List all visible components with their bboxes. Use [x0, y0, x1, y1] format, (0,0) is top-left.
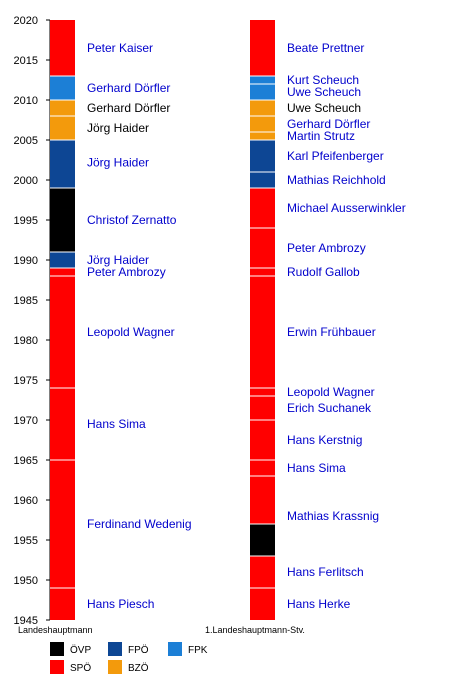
y-tick-label: 1955: [14, 535, 38, 547]
office-holder-name: Hans Sima: [87, 417, 146, 431]
office-holder-name: Peter Kaiser: [87, 41, 153, 55]
party-segment: [250, 132, 275, 140]
office-holder-name: Jörg Haider: [87, 155, 149, 169]
party-segment: [250, 228, 275, 268]
party-segment: [50, 20, 75, 76]
office-holder-name: Beate Prettner: [287, 41, 364, 55]
y-tick-label: 2005: [14, 135, 38, 147]
legend-label: ÖVP: [70, 644, 91, 656]
party-segment: [250, 276, 275, 388]
party-segment: [250, 140, 275, 172]
y-tick-label: 1975: [14, 375, 38, 387]
party-segment: [250, 84, 275, 100]
y-tick-label: 1945: [14, 615, 38, 627]
party-segment: [250, 396, 275, 420]
column-labels: Landeshauptmann 1.Landeshauptmann-Stv.: [18, 625, 305, 635]
party-segment: [50, 140, 75, 188]
y-tick-label: 1995: [14, 215, 38, 227]
office-holder-name: Mathias Reichhold: [287, 173, 386, 187]
y-tick-label: 1950: [14, 575, 38, 587]
office-holder-name: Jörg Haider: [87, 253, 149, 267]
party-segment: [250, 172, 275, 188]
y-tick-label: 2010: [14, 95, 38, 107]
legend-swatch: [108, 642, 122, 656]
office-holder-name: Martin Strutz: [287, 129, 355, 143]
office-holder-name: Mathias Krassnig: [287, 509, 379, 523]
office-holder-name: Peter Ambrozy: [87, 265, 166, 279]
party-segment: [50, 388, 75, 460]
office-holder-name: Leopold Wagner: [87, 325, 175, 339]
party-segment: [250, 556, 275, 588]
legend-label: BZÖ: [128, 662, 149, 674]
office-holder-name: Leopold Wagner: [287, 385, 375, 399]
y-tick-label: 1990: [14, 255, 38, 267]
office-holder-labels: Hans Piesch Ferdinand Wedenig Hans Sima Leo…: [87, 41, 406, 611]
column-label: Landeshauptmann: [18, 625, 93, 635]
y-tick-label: 2020: [14, 15, 38, 27]
party-legend: ÖVP FPÖ FPK SPÖ BZÖ: [50, 642, 208, 674]
office-holder-name: Uwe Scheuch: [287, 101, 361, 115]
y-tick-label: 1985: [14, 295, 38, 307]
party-segment: [250, 420, 275, 460]
party-segment: [50, 100, 75, 116]
legend-swatch: [50, 642, 64, 656]
office-holder-name: Uwe Scheuch: [287, 85, 361, 99]
office-holder-name: Gerhard Dörfler: [287, 117, 370, 131]
party-segment: [250, 268, 275, 276]
y-tick-label: 2015: [14, 55, 38, 67]
party-segment: [50, 188, 75, 252]
party-segment: [250, 588, 275, 620]
office-holder-name: Michael Ausserwinkler: [287, 201, 406, 215]
office-holder-name: Hans Ferlitsch: [287, 565, 364, 579]
office-holder-name: Erich Suchanek: [287, 401, 372, 415]
party-segment: [50, 460, 75, 588]
legend-label: FPK: [188, 645, 208, 656]
party-segment: [250, 188, 275, 228]
legend-swatch: [108, 660, 122, 674]
office-holder-name: Hans Herke: [287, 597, 351, 611]
y-tick-label: 1980: [14, 335, 38, 347]
party-segment: [50, 588, 75, 620]
party-segment: [250, 100, 275, 116]
party-segment: [50, 116, 75, 140]
y-tick-label: 1970: [14, 415, 38, 427]
office-holder-name: Jörg Haider: [87, 121, 149, 135]
y-tick-label: 1965: [14, 455, 38, 467]
party-segment: [250, 476, 275, 524]
office-holder-name: Hans Piesch: [87, 597, 154, 611]
party-segment: [50, 252, 75, 268]
office-holder-name: Karl Pfeifenberger: [287, 149, 384, 163]
party-segment: [50, 268, 75, 276]
office-holder-name: Gerhard Dörfler: [87, 81, 170, 95]
party-segment: [250, 116, 275, 132]
office-holder-name: Gerhard Dörfler: [87, 101, 170, 115]
office-holder-name: Ferdinand Wedenig: [87, 517, 192, 531]
office-holder-name: Christof Zernatto: [87, 213, 177, 227]
y-tick-label: 1960: [14, 495, 38, 507]
party-segment: [250, 20, 275, 76]
legend-swatch: [50, 660, 64, 674]
party-segment: [250, 388, 275, 396]
party-segment: [250, 76, 275, 84]
party-segment: [250, 524, 275, 556]
office-holder-name: Erwin Frühbauer: [287, 325, 376, 339]
party-segment: [50, 276, 75, 388]
legend-swatch: [168, 642, 182, 656]
party-segment: [50, 76, 75, 100]
party-segment: [250, 460, 275, 476]
office-holder-name: Hans Kerstnig: [287, 433, 362, 447]
office-holder-name: Peter Ambrozy: [287, 241, 366, 255]
y-tick-label: 2000: [14, 175, 38, 187]
office-holder-name: Rudolf Gallob: [287, 265, 360, 279]
office-holder-name: Hans Sima: [287, 461, 346, 475]
legend-label: SPÖ: [70, 662, 91, 674]
party-bars: [50, 20, 275, 620]
y-axis: 1945 1950 1955 1960 1965 1970 1975 1980 1985 1990…: [14, 15, 51, 627]
office-holder-name: Kurt Scheuch: [287, 73, 359, 87]
legend-label: FPÖ: [128, 644, 149, 656]
column-label: 1.Landeshauptmann-Stv.: [205, 625, 305, 635]
